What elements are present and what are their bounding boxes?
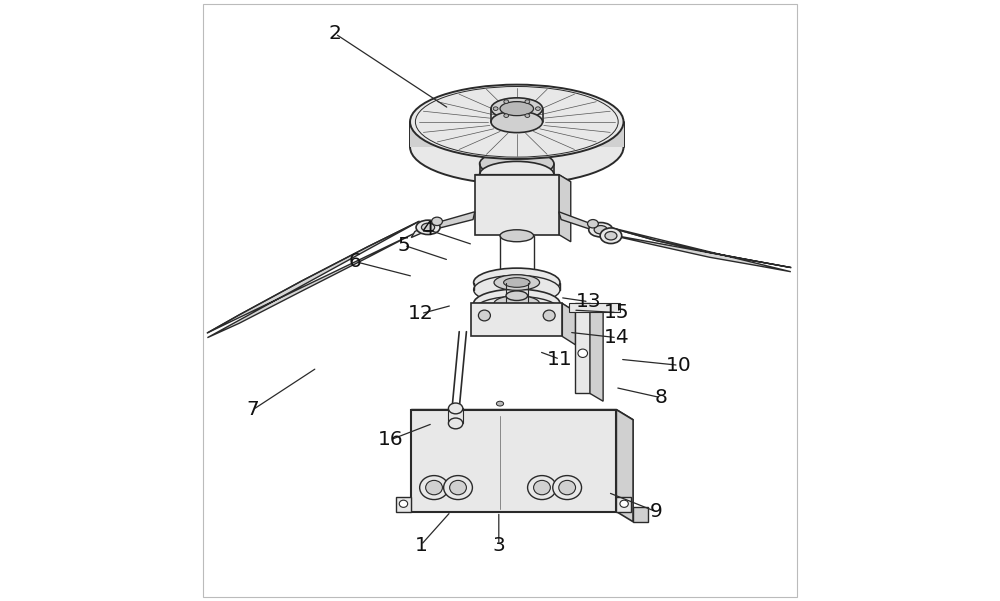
Ellipse shape — [491, 111, 543, 133]
Ellipse shape — [474, 268, 560, 297]
Ellipse shape — [525, 100, 530, 103]
Ellipse shape — [494, 296, 540, 311]
Text: 10: 10 — [666, 356, 692, 375]
Ellipse shape — [594, 225, 607, 234]
Bar — [471, 304, 562, 337]
Ellipse shape — [494, 275, 540, 290]
Text: 9: 9 — [650, 502, 662, 521]
Ellipse shape — [474, 296, 560, 325]
Text: 16: 16 — [378, 430, 404, 449]
Text: 6: 6 — [349, 252, 361, 271]
Ellipse shape — [410, 85, 624, 159]
Text: 14: 14 — [604, 328, 630, 347]
Ellipse shape — [605, 231, 617, 240]
Polygon shape — [410, 122, 624, 147]
Ellipse shape — [480, 162, 554, 188]
Polygon shape — [616, 410, 633, 522]
Polygon shape — [633, 507, 648, 522]
Polygon shape — [471, 304, 576, 312]
Ellipse shape — [432, 217, 442, 225]
Polygon shape — [559, 174, 571, 242]
Polygon shape — [411, 410, 633, 420]
Ellipse shape — [478, 310, 490, 321]
Text: 5: 5 — [398, 236, 410, 255]
Ellipse shape — [426, 480, 442, 495]
Ellipse shape — [525, 114, 530, 117]
Ellipse shape — [480, 151, 554, 177]
Ellipse shape — [474, 275, 560, 304]
Polygon shape — [411, 224, 428, 237]
Polygon shape — [396, 496, 411, 511]
Polygon shape — [475, 174, 571, 182]
Ellipse shape — [491, 98, 543, 120]
Ellipse shape — [504, 114, 509, 117]
Polygon shape — [569, 304, 620, 313]
Ellipse shape — [496, 401, 504, 406]
Text: 15: 15 — [604, 303, 630, 322]
Ellipse shape — [500, 102, 534, 115]
Ellipse shape — [450, 480, 466, 495]
Ellipse shape — [553, 475, 582, 499]
Ellipse shape — [534, 480, 550, 495]
Ellipse shape — [536, 107, 540, 111]
Text: 12: 12 — [408, 304, 434, 323]
Ellipse shape — [399, 500, 408, 507]
Ellipse shape — [421, 223, 435, 231]
Ellipse shape — [416, 220, 440, 234]
Text: 11: 11 — [547, 350, 573, 369]
Ellipse shape — [504, 278, 530, 287]
Text: 13: 13 — [576, 292, 602, 311]
Ellipse shape — [474, 289, 560, 318]
Polygon shape — [207, 221, 419, 338]
Polygon shape — [616, 496, 631, 511]
Ellipse shape — [588, 219, 598, 228]
Ellipse shape — [410, 110, 624, 184]
Polygon shape — [603, 226, 791, 272]
Ellipse shape — [506, 291, 528, 300]
Ellipse shape — [444, 475, 472, 499]
Polygon shape — [590, 304, 603, 401]
Ellipse shape — [543, 310, 555, 321]
Ellipse shape — [559, 480, 576, 495]
Ellipse shape — [420, 475, 448, 499]
Text: 8: 8 — [654, 388, 667, 407]
Text: 1: 1 — [414, 535, 427, 555]
Ellipse shape — [448, 403, 463, 414]
Polygon shape — [559, 212, 601, 233]
Bar — [411, 410, 616, 511]
Ellipse shape — [589, 222, 613, 237]
Polygon shape — [575, 304, 590, 394]
Text: 4: 4 — [422, 220, 434, 239]
Ellipse shape — [528, 475, 556, 499]
Ellipse shape — [448, 418, 463, 429]
Polygon shape — [433, 212, 475, 230]
Bar — [475, 174, 559, 234]
Text: 7: 7 — [247, 400, 259, 419]
Ellipse shape — [620, 500, 628, 507]
Polygon shape — [601, 226, 618, 240]
Ellipse shape — [493, 107, 498, 111]
Ellipse shape — [600, 228, 622, 243]
Text: 3: 3 — [492, 535, 505, 555]
Ellipse shape — [500, 230, 534, 242]
Ellipse shape — [578, 349, 588, 358]
Ellipse shape — [504, 100, 509, 103]
Polygon shape — [562, 304, 576, 345]
Text: 2: 2 — [329, 24, 342, 43]
